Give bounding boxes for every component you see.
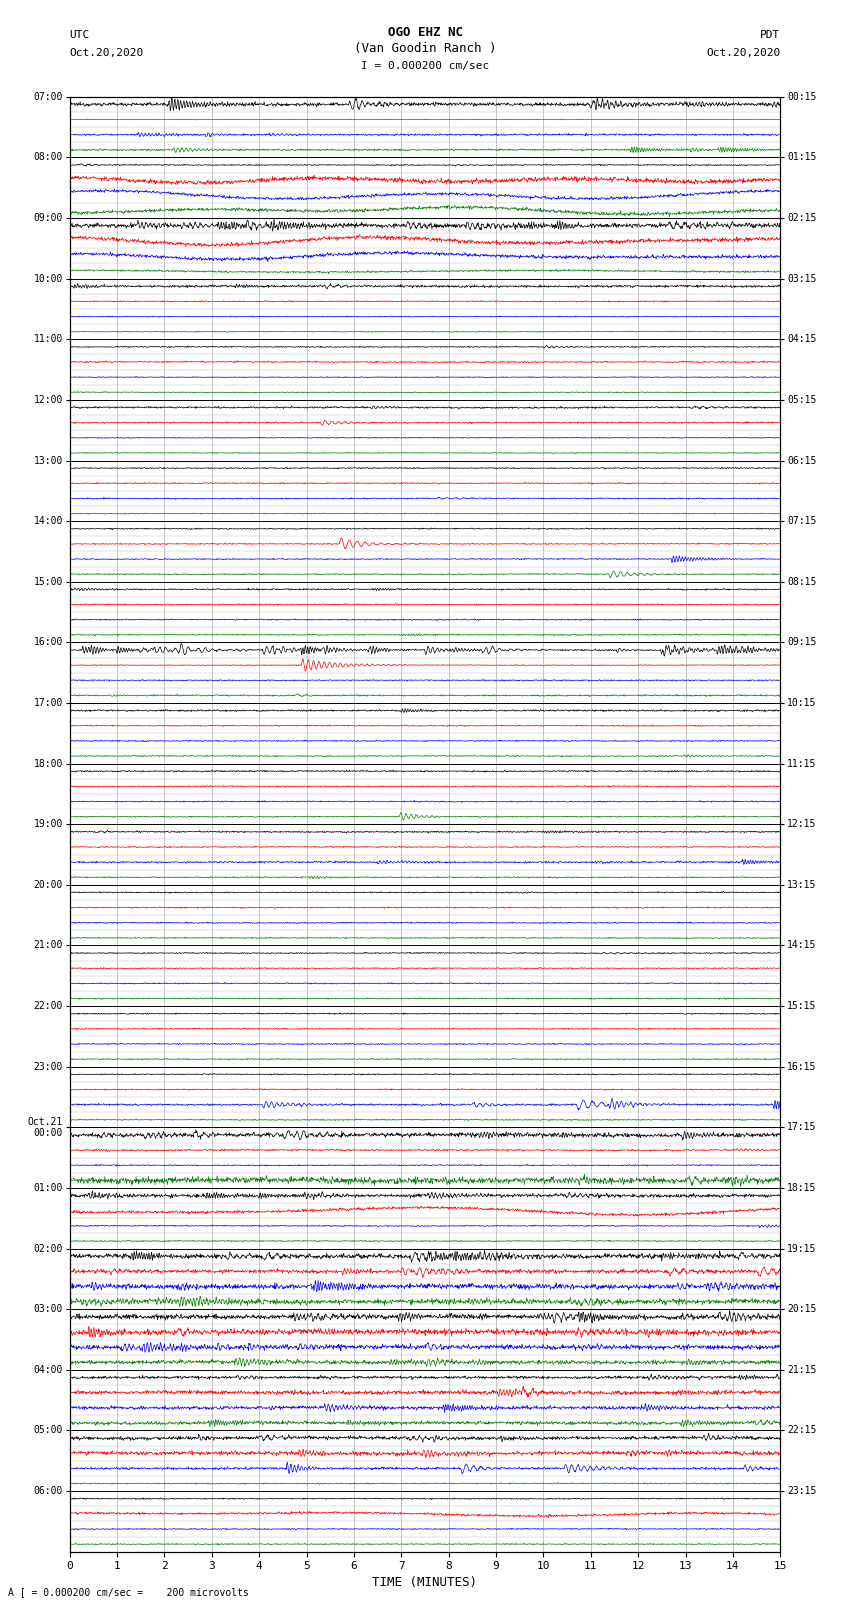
Text: A [ = 0.000200 cm/sec =    200 microvolts: A [ = 0.000200 cm/sec = 200 microvolts <box>8 1587 249 1597</box>
Text: Oct.20,2020: Oct.20,2020 <box>70 48 144 58</box>
Text: OGO EHZ NC: OGO EHZ NC <box>388 26 462 39</box>
Text: (Van Goodin Ranch ): (Van Goodin Ranch ) <box>354 42 496 55</box>
Text: I = 0.000200 cm/sec: I = 0.000200 cm/sec <box>361 61 489 71</box>
Text: PDT: PDT <box>760 31 780 40</box>
Text: Oct.20,2020: Oct.20,2020 <box>706 48 780 58</box>
X-axis label: TIME (MINUTES): TIME (MINUTES) <box>372 1576 478 1589</box>
Text: UTC: UTC <box>70 31 90 40</box>
